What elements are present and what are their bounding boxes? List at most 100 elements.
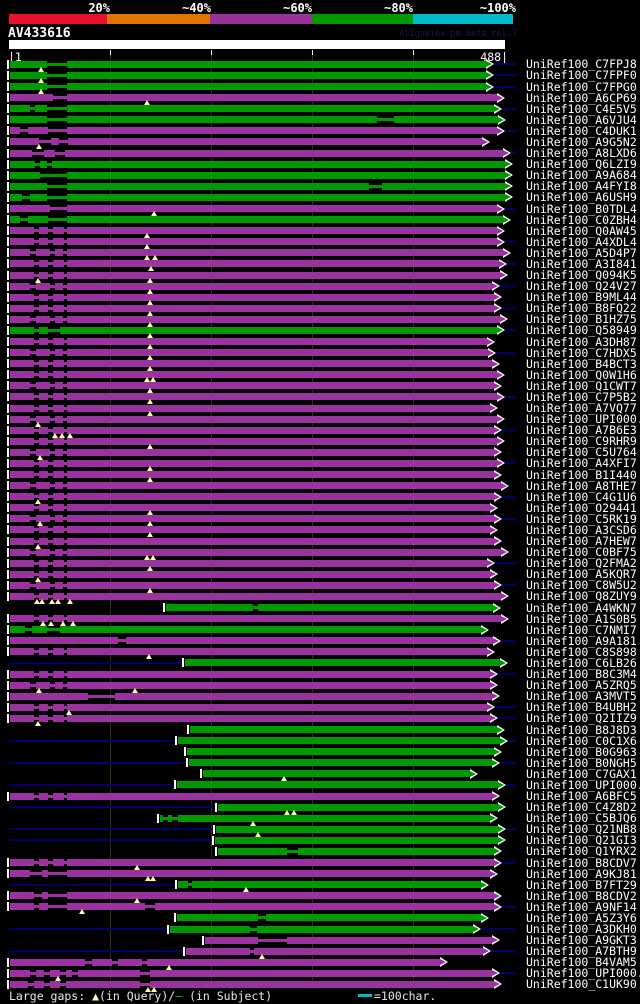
alignment-gap-line[interactable] bbox=[64, 340, 67, 344]
alignment-gap-line[interactable] bbox=[59, 140, 68, 144]
subject-label[interactable]: UniRef100_B0G963 bbox=[526, 744, 637, 759]
alignment-gap-line[interactable] bbox=[34, 528, 39, 532]
alignment-block[interactable] bbox=[66, 969, 72, 977]
alignment-gap-line[interactable] bbox=[34, 473, 39, 477]
alignment-gap-line[interactable] bbox=[48, 894, 67, 898]
alignment-gap-line[interactable] bbox=[112, 960, 118, 964]
alignment-block[interactable] bbox=[55, 349, 63, 357]
alignment-block[interactable] bbox=[39, 592, 48, 600]
alignment-block[interactable] bbox=[28, 127, 48, 135]
alignment-gap-line[interactable] bbox=[48, 273, 53, 277]
alignment-gap-line[interactable] bbox=[30, 450, 36, 454]
alignment-block[interactable] bbox=[10, 404, 34, 412]
subject-label[interactable]: UniRef100_Q2IIZ9 bbox=[526, 711, 637, 726]
alignment-block[interactable] bbox=[187, 748, 494, 756]
alignment-block[interactable] bbox=[53, 437, 64, 445]
alignment-gap-line[interactable] bbox=[64, 495, 67, 499]
alignment-block[interactable] bbox=[39, 670, 48, 678]
alignment-block[interactable] bbox=[67, 127, 497, 135]
alignment-gap-line[interactable] bbox=[48, 572, 53, 576]
alignment-block[interactable] bbox=[10, 238, 34, 246]
alignment-block[interactable] bbox=[39, 504, 48, 512]
alignment-block[interactable] bbox=[10, 437, 34, 445]
alignment-block[interactable] bbox=[67, 648, 487, 656]
alignment-block[interactable] bbox=[55, 548, 63, 556]
alignment-block[interactable] bbox=[36, 581, 50, 589]
alignment-block[interactable] bbox=[36, 482, 50, 490]
alignment-block[interactable] bbox=[55, 448, 63, 456]
alignment-block[interactable] bbox=[44, 149, 55, 157]
alignment-block[interactable] bbox=[10, 127, 20, 135]
alignment-block[interactable] bbox=[53, 371, 64, 379]
alignment-block[interactable] bbox=[52, 160, 505, 168]
alignment-gap-line[interactable] bbox=[64, 406, 67, 410]
alignment-block[interactable] bbox=[36, 249, 50, 257]
alignment-block[interactable] bbox=[186, 947, 250, 955]
alignment-gap-line[interactable] bbox=[34, 306, 39, 310]
subject-label[interactable]: UniRef100_Q1YRX2 bbox=[526, 844, 637, 859]
alignment-gap-line[interactable] bbox=[50, 317, 55, 321]
alignment-block[interactable] bbox=[67, 515, 494, 523]
alignment-block[interactable] bbox=[166, 604, 253, 612]
subject-label[interactable]: UniRef100_O29441 bbox=[526, 500, 637, 515]
alignment-gap-line[interactable] bbox=[53, 96, 67, 100]
alignment-block[interactable] bbox=[115, 692, 492, 700]
subject-label[interactable]: UniRef100_A3I841 bbox=[526, 256, 637, 271]
alignment-gap-line[interactable] bbox=[48, 362, 53, 366]
alignment-gap-line[interactable] bbox=[47, 118, 67, 122]
subject-label[interactable]: UniRef100_Q58949 bbox=[526, 323, 637, 338]
subject-label[interactable]: UniRef100_A3CSD6 bbox=[526, 522, 637, 537]
alignment-gap-line[interactable] bbox=[34, 705, 39, 709]
alignment-block[interactable] bbox=[39, 615, 48, 623]
alignment-gap-line[interactable] bbox=[48, 905, 67, 909]
alignment-gap-line[interactable] bbox=[34, 572, 39, 576]
alignment-gap-line[interactable] bbox=[48, 672, 53, 676]
alignment-block[interactable] bbox=[50, 980, 60, 988]
subject-label[interactable]: UniRef100_A9G5N2 bbox=[526, 134, 637, 149]
alignment-gap-line[interactable] bbox=[34, 406, 39, 410]
alignment-block[interactable] bbox=[67, 315, 500, 323]
subject-label[interactable]: UniRef100_A8THE7 bbox=[526, 478, 637, 493]
alignment-gap-line[interactable] bbox=[48, 716, 53, 720]
alignment-gap-line[interactable] bbox=[34, 861, 39, 865]
alignment-block[interactable] bbox=[10, 626, 25, 634]
alignment-gap-line[interactable] bbox=[25, 628, 32, 632]
subject-label[interactable]: UniRef100_A6VJU4 bbox=[526, 112, 637, 127]
alignment-block[interactable] bbox=[10, 692, 88, 700]
subject-label[interactable]: UniRef100_C7GAX1 bbox=[526, 766, 637, 781]
alignment-gap-line[interactable] bbox=[28, 982, 34, 986]
alignment-block[interactable] bbox=[53, 404, 64, 412]
alignment-block[interactable] bbox=[40, 160, 47, 168]
alignment-block[interactable] bbox=[10, 116, 47, 124]
alignment-block[interactable] bbox=[53, 338, 64, 346]
alignment-block[interactable] bbox=[53, 526, 64, 534]
alignment-block[interactable] bbox=[10, 969, 30, 977]
subject-label[interactable]: UniRef100_A4WKN7 bbox=[526, 600, 637, 615]
alignment-block[interactable] bbox=[67, 338, 487, 346]
alignment-block[interactable] bbox=[53, 271, 64, 279]
alignment-block[interactable] bbox=[67, 903, 145, 911]
alignment-block[interactable] bbox=[185, 659, 500, 667]
alignment-block[interactable] bbox=[10, 958, 85, 966]
subject-label[interactable]: UniRef100_A9KJ81 bbox=[526, 866, 637, 881]
alignment-gap-line[interactable] bbox=[47, 107, 67, 111]
alignment-gap-line[interactable] bbox=[64, 295, 67, 299]
alignment-block[interactable] bbox=[10, 71, 47, 79]
alignment-block[interactable] bbox=[67, 548, 501, 556]
alignment-block[interactable] bbox=[10, 393, 34, 401]
alignment-block[interactable] bbox=[39, 393, 48, 401]
alignment-block[interactable] bbox=[67, 393, 497, 401]
subject-label[interactable]: UniRef100_Q21GI3 bbox=[526, 833, 637, 848]
alignment-gap-line[interactable] bbox=[47, 628, 60, 632]
alignment-block[interactable] bbox=[67, 182, 369, 190]
alignment-block[interactable] bbox=[39, 648, 48, 656]
alignment-gap-line[interactable] bbox=[142, 960, 147, 964]
alignment-block[interactable] bbox=[67, 216, 503, 224]
subject-label[interactable]: UniRef100_B1I440 bbox=[526, 467, 637, 482]
alignment-gap-line[interactable] bbox=[35, 162, 40, 166]
alignment-gap-line[interactable] bbox=[50, 550, 55, 554]
alignment-block[interactable] bbox=[67, 892, 494, 900]
alignment-block[interactable] bbox=[36, 415, 50, 423]
alignment-gap-line[interactable] bbox=[48, 506, 53, 510]
alignment-block[interactable] bbox=[67, 426, 494, 434]
